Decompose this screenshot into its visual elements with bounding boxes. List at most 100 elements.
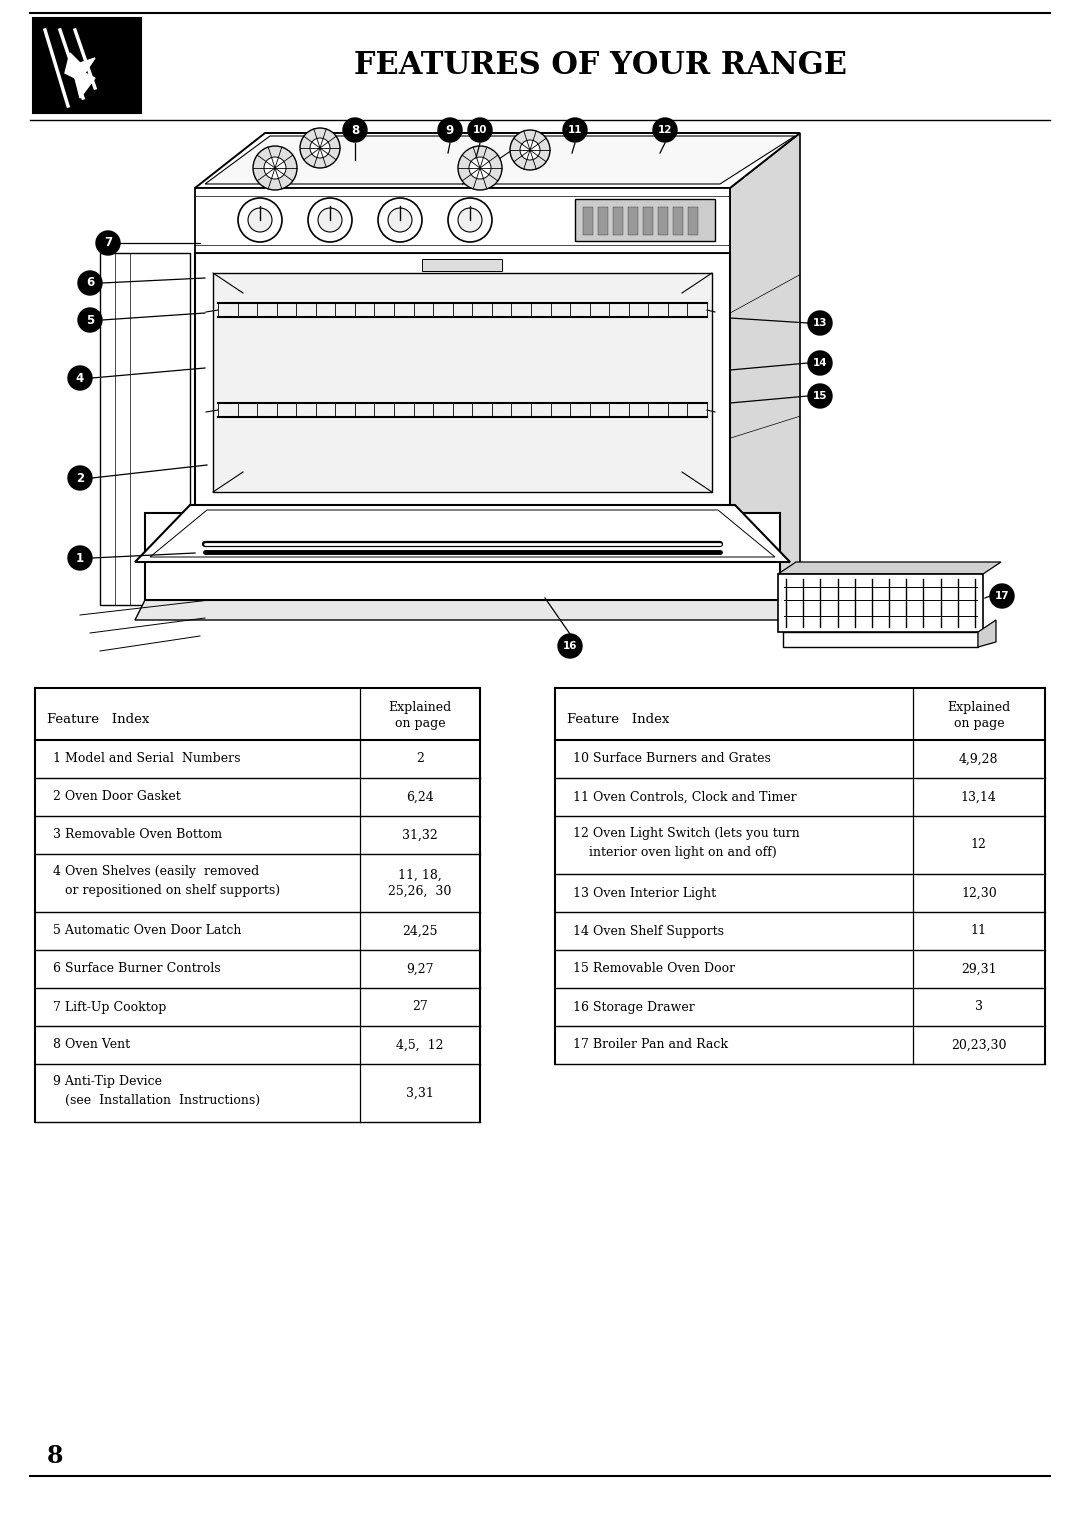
Text: Explained: Explained xyxy=(389,701,451,714)
Polygon shape xyxy=(205,136,795,183)
Text: 4 Oven Shelves (easily  removed: 4 Oven Shelves (easily removed xyxy=(53,865,259,879)
Circle shape xyxy=(468,118,492,142)
Circle shape xyxy=(343,118,367,142)
Text: 6,24: 6,24 xyxy=(406,790,434,804)
Circle shape xyxy=(510,130,550,170)
Circle shape xyxy=(264,157,286,179)
Circle shape xyxy=(438,118,462,142)
Circle shape xyxy=(253,147,297,189)
Text: Feature   Index: Feature Index xyxy=(48,712,149,726)
Bar xyxy=(643,206,653,235)
Polygon shape xyxy=(978,620,996,646)
Circle shape xyxy=(563,118,588,142)
Text: 11 Oven Controls, Clock and Timer: 11 Oven Controls, Clock and Timer xyxy=(573,790,797,804)
Text: on page: on page xyxy=(394,717,445,730)
Circle shape xyxy=(458,208,482,232)
Polygon shape xyxy=(778,562,1001,575)
Text: 15: 15 xyxy=(813,391,827,400)
Text: 6 Surface Burner Controls: 6 Surface Burner Controls xyxy=(53,963,220,975)
Text: 12,30: 12,30 xyxy=(961,886,997,900)
Text: 6: 6 xyxy=(86,277,94,289)
Text: 1 Model and Serial  Numbers: 1 Model and Serial Numbers xyxy=(53,752,241,766)
Polygon shape xyxy=(195,133,800,188)
Bar xyxy=(583,206,593,235)
Circle shape xyxy=(519,141,540,160)
Bar xyxy=(778,575,983,633)
Circle shape xyxy=(300,128,340,168)
Text: 12: 12 xyxy=(658,125,672,134)
Text: 15 Removable Oven Door: 15 Removable Oven Door xyxy=(573,963,735,975)
Text: (see  Installation  Instructions): (see Installation Instructions) xyxy=(53,1094,260,1106)
Text: 16 Storage Drawer: 16 Storage Drawer xyxy=(573,1001,694,1013)
Text: 9: 9 xyxy=(446,124,454,136)
Text: 13 Oven Interior Light: 13 Oven Interior Light xyxy=(573,886,716,900)
Text: 9 Anti-Tip Device: 9 Anti-Tip Device xyxy=(53,1074,162,1088)
Text: 10 Surface Burners and Grates: 10 Surface Burners and Grates xyxy=(573,752,771,766)
Text: on page: on page xyxy=(954,717,1004,730)
Text: Explained: Explained xyxy=(947,701,1011,714)
Circle shape xyxy=(808,351,832,374)
Text: 9,27: 9,27 xyxy=(406,963,434,975)
Text: 27: 27 xyxy=(413,1001,428,1013)
Bar xyxy=(613,206,623,235)
Text: 17 Broiler Pan and Rack: 17 Broiler Pan and Rack xyxy=(573,1039,728,1051)
Circle shape xyxy=(96,231,120,255)
Bar xyxy=(195,254,730,510)
Text: 2 Oven Door Gasket: 2 Oven Door Gasket xyxy=(53,790,180,804)
Text: 5: 5 xyxy=(86,313,94,327)
Text: 3: 3 xyxy=(975,1001,983,1013)
Circle shape xyxy=(378,199,422,241)
Polygon shape xyxy=(135,504,789,562)
Text: 16: 16 xyxy=(563,642,577,651)
Bar xyxy=(783,633,978,646)
Text: 1: 1 xyxy=(76,552,84,564)
Text: 20,23,30: 20,23,30 xyxy=(951,1039,1007,1051)
Text: 11: 11 xyxy=(568,125,582,134)
Text: 4,9,28: 4,9,28 xyxy=(959,752,999,766)
Text: 12: 12 xyxy=(971,839,987,851)
Circle shape xyxy=(78,270,102,295)
Text: 7 Lift-Up Cooktop: 7 Lift-Up Cooktop xyxy=(53,1001,166,1013)
Bar xyxy=(195,188,730,254)
Circle shape xyxy=(68,466,92,490)
Text: 4,5,  12: 4,5, 12 xyxy=(396,1039,444,1051)
Circle shape xyxy=(808,384,832,408)
Circle shape xyxy=(990,584,1014,608)
Text: 14 Oven Shelf Supports: 14 Oven Shelf Supports xyxy=(573,924,724,938)
Circle shape xyxy=(388,208,411,232)
Circle shape xyxy=(78,309,102,332)
Circle shape xyxy=(808,312,832,335)
Circle shape xyxy=(653,118,677,142)
Bar xyxy=(422,260,502,270)
Bar xyxy=(627,206,638,235)
Text: 25,26,  30: 25,26, 30 xyxy=(388,885,451,897)
Text: interior oven light on and off): interior oven light on and off) xyxy=(573,847,777,859)
Circle shape xyxy=(448,199,492,241)
Text: 3 Removable Oven Bottom: 3 Removable Oven Bottom xyxy=(53,828,222,842)
Circle shape xyxy=(318,208,342,232)
Polygon shape xyxy=(135,601,810,620)
Text: 4: 4 xyxy=(76,371,84,385)
Bar xyxy=(213,274,712,492)
Bar xyxy=(33,18,141,113)
Text: 12 Oven Light Switch (lets you turn: 12 Oven Light Switch (lets you turn xyxy=(573,827,800,840)
Text: 11, 18,: 11, 18, xyxy=(399,868,442,882)
Circle shape xyxy=(68,545,92,570)
Circle shape xyxy=(458,147,502,189)
Text: Feature   Index: Feature Index xyxy=(567,712,670,726)
Circle shape xyxy=(238,199,282,241)
Text: or repositioned on shelf supports): or repositioned on shelf supports) xyxy=(53,883,280,897)
Text: 29,31: 29,31 xyxy=(961,963,997,975)
Text: 10: 10 xyxy=(473,125,487,134)
Circle shape xyxy=(308,199,352,241)
Text: 3,31: 3,31 xyxy=(406,1086,434,1100)
Text: 7: 7 xyxy=(104,237,112,249)
Text: 13: 13 xyxy=(813,318,827,329)
Text: 2: 2 xyxy=(76,472,84,484)
Text: FEATURES OF YOUR RANGE: FEATURES OF YOUR RANGE xyxy=(353,49,847,81)
Bar xyxy=(145,513,780,601)
Bar xyxy=(688,206,698,235)
Text: 5 Automatic Oven Door Latch: 5 Automatic Oven Door Latch xyxy=(53,924,241,938)
Text: 24,25: 24,25 xyxy=(402,924,437,938)
Circle shape xyxy=(248,208,272,232)
